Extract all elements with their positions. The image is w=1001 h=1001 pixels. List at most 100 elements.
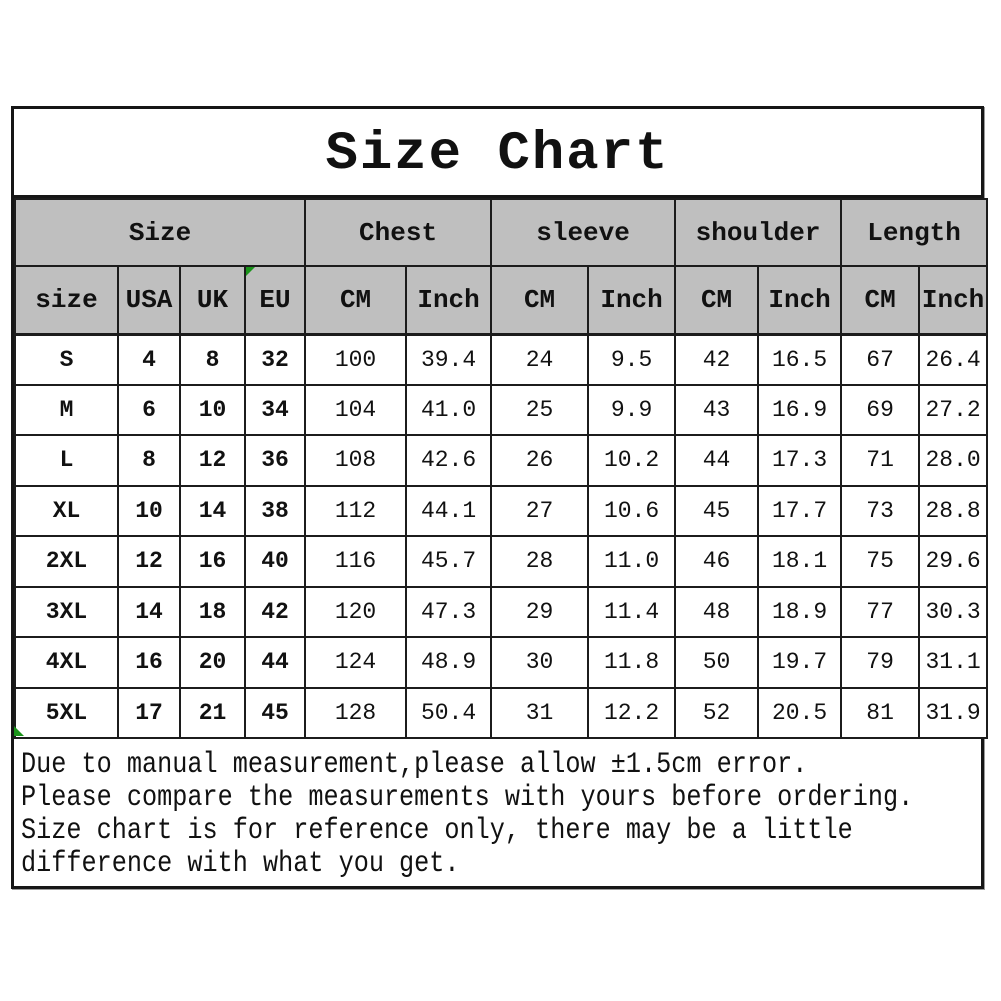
cell: 32 bbox=[243, 333, 307, 386]
cell: 6 bbox=[117, 383, 181, 436]
cell: 31.9 bbox=[918, 686, 989, 739]
cell: 116 bbox=[304, 535, 408, 588]
cell: 29.6 bbox=[918, 535, 989, 588]
cell: 104 bbox=[304, 383, 408, 436]
table-row: 5XL 17 21 45 128 50.4 31 12.2 52 20.5 81 31.9 bbox=[14, 686, 989, 739]
cell: 3XL bbox=[14, 585, 119, 638]
cell: 42 bbox=[243, 585, 307, 638]
cell: 45.7 bbox=[405, 535, 493, 588]
cell: 47.3 bbox=[405, 585, 493, 638]
cell: 18.9 bbox=[757, 585, 843, 638]
cell: 69 bbox=[840, 383, 921, 436]
subcol-eu: EU bbox=[243, 265, 307, 336]
cell: 46 bbox=[674, 535, 760, 588]
cell: 27.2 bbox=[918, 383, 989, 436]
cell: 28.8 bbox=[918, 484, 989, 537]
cell: 9.9 bbox=[587, 383, 677, 436]
cell: 2XL bbox=[14, 535, 119, 588]
cell: 14 bbox=[117, 585, 181, 638]
cell: 10 bbox=[117, 484, 181, 537]
cell: 77 bbox=[840, 585, 921, 638]
cell: 20 bbox=[179, 636, 246, 689]
cell: 18 bbox=[179, 585, 246, 638]
cell: 16.9 bbox=[757, 383, 843, 436]
subcol-sleeve-inch: Inch bbox=[587, 265, 677, 336]
cell: 44 bbox=[243, 636, 307, 689]
subcol-chest-cm: CM bbox=[304, 265, 408, 336]
cell: 36 bbox=[243, 434, 307, 487]
subcol-shoulder-cm: CM bbox=[674, 265, 760, 336]
cell: 108 bbox=[304, 434, 408, 487]
table-row: XL 10 14 38 112 44.1 27 10.6 45 17.7 73 28.8 bbox=[14, 484, 989, 537]
footer-line: difference with what you get. bbox=[21, 847, 460, 881]
group-header-sleeve: sleeve bbox=[490, 198, 677, 267]
cell: 26 bbox=[490, 434, 590, 487]
table-row: 3XL 14 18 42 120 47.3 29 11.4 48 18.9 77 30.3 bbox=[14, 585, 989, 638]
cell: 45 bbox=[243, 686, 307, 739]
size-table-body: S 4 8 32 100 39.4 24 9.5 42 16.5 67 26.4 M 6 10 34 104 41… bbox=[14, 333, 989, 739]
footer-line: Please compare the measurements with you… bbox=[21, 781, 914, 815]
cell: 50 bbox=[674, 636, 760, 689]
cell: 43 bbox=[674, 383, 760, 436]
subcol-uk: UK bbox=[179, 265, 246, 336]
subcol-size: size bbox=[14, 265, 119, 336]
cell: 81 bbox=[840, 686, 921, 739]
footer-line: Size chart is for reference only, there … bbox=[21, 814, 853, 848]
cell: 30.3 bbox=[918, 585, 989, 638]
group-header-size: Size bbox=[13, 198, 307, 267]
cell: 67 bbox=[840, 333, 921, 386]
chart-title: Size Chart bbox=[14, 109, 981, 198]
cell: 12 bbox=[179, 434, 246, 487]
cell: 16 bbox=[117, 636, 181, 689]
cell: 12 bbox=[117, 535, 181, 588]
cell: 9.5 bbox=[587, 333, 677, 386]
table-row: S 4 8 32 100 39.4 24 9.5 42 16.5 67 26.4 bbox=[14, 333, 989, 386]
cell: 27 bbox=[490, 484, 590, 537]
cell: 11.8 bbox=[587, 636, 677, 689]
table-row: L 8 12 36 108 42.6 26 10.2 44 17.3 71 28.0 bbox=[14, 434, 989, 487]
cell: 16.5 bbox=[757, 333, 843, 386]
cell: 17 bbox=[117, 686, 181, 739]
cell: 38 bbox=[243, 484, 307, 537]
cell: 21 bbox=[179, 686, 246, 739]
cell: 29 bbox=[490, 585, 590, 638]
cell: 73 bbox=[840, 484, 921, 537]
cell: 52 bbox=[674, 686, 760, 739]
cell: 17.3 bbox=[757, 434, 843, 487]
cell: 12.2 bbox=[587, 686, 677, 739]
table-row: 2XL 12 16 40 116 45.7 28 11.0 46 18.1 75 29.6 bbox=[14, 535, 989, 588]
cell: XL bbox=[14, 484, 119, 537]
cell: L bbox=[14, 434, 119, 487]
cell: S bbox=[14, 333, 119, 386]
cell: 75 bbox=[840, 535, 921, 588]
cell: 48 bbox=[674, 585, 760, 638]
cell: 45 bbox=[674, 484, 760, 537]
cell: 50.4 bbox=[405, 686, 493, 739]
cell: 112 bbox=[304, 484, 408, 537]
cell: 4XL bbox=[14, 636, 119, 689]
size-chart-panel: Size Chart Size Chest sleeve shoulder Le… bbox=[11, 106, 989, 889]
cell: 30 bbox=[490, 636, 590, 689]
cell: 40 bbox=[243, 535, 307, 588]
footer-note: Due to manual measurement,please allow ±… bbox=[14, 739, 981, 881]
cell: 25 bbox=[490, 383, 590, 436]
cell: 20.5 bbox=[757, 686, 843, 739]
cell: 26.4 bbox=[918, 333, 989, 386]
table-subheader-row: size USA UK EU CM Inch CM Inch CM Inch C… bbox=[14, 265, 989, 336]
cell: 8 bbox=[179, 333, 246, 386]
cell: 8 bbox=[117, 434, 181, 487]
subcol-sleeve-cm: CM bbox=[490, 265, 590, 336]
cell: 4 bbox=[117, 333, 181, 386]
cell: 19.7 bbox=[757, 636, 843, 689]
table-row: 4XL 16 20 44 124 48.9 30 11.8 50 19.7 79 31.1 bbox=[14, 636, 989, 689]
cell: 120 bbox=[304, 585, 408, 638]
cell: 34 bbox=[243, 383, 307, 436]
footer-line: Due to manual measurement,please allow ±… bbox=[21, 748, 808, 782]
green-flag-icon bbox=[14, 726, 24, 736]
size-table: Size Chest sleeve shoulder Length size U… bbox=[13, 198, 989, 739]
subcol-shoulder-inch: Inch bbox=[757, 265, 843, 336]
group-header-shoulder: shoulder bbox=[674, 198, 843, 267]
cell: 10.6 bbox=[587, 484, 677, 537]
cell: 71 bbox=[840, 434, 921, 487]
